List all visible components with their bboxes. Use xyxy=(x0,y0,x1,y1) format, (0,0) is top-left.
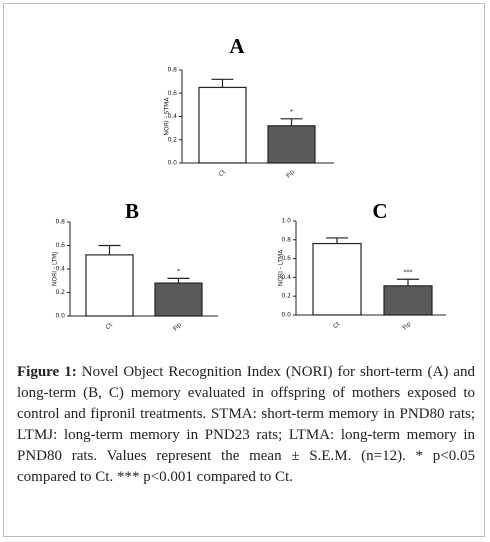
x-tick-label: Fip xyxy=(172,321,183,332)
bar xyxy=(267,125,316,164)
x-tick-label: Ct xyxy=(332,320,342,330)
panel-title: B xyxy=(125,199,139,223)
bar xyxy=(154,282,203,317)
y-tick-label: 0.0 xyxy=(281,312,291,319)
caption-text: Novel Object Recognition Index (NORI) fo… xyxy=(17,364,475,485)
significance-label: *** xyxy=(404,269,413,276)
y-tick-label: 0.2 xyxy=(167,136,177,143)
figure-caption: Figure 1: Novel Object Recognition Index… xyxy=(17,362,475,488)
y-tick-label: 0.0 xyxy=(167,160,177,167)
x-tick-label: Ct xyxy=(104,321,114,331)
y-tick-label: 0.2 xyxy=(55,289,65,296)
x-tick-label: Ct xyxy=(217,168,227,178)
caption-label: Figure 1: xyxy=(17,364,77,380)
panel-title: A xyxy=(229,34,245,58)
y-tick-label: 0.6 xyxy=(281,255,291,262)
y-tick-label: 0.4 xyxy=(167,113,177,120)
y-tick-label: 0.6 xyxy=(55,242,65,249)
y-axis-label: NORI - STMA xyxy=(164,97,171,136)
figure-frame xyxy=(3,3,485,537)
charts: A NORI - STMA 0.0 0.2 0.4 0.6 0.8 Ct * Fip B NORI -… xyxy=(52,34,446,332)
x-tick-label: Fip xyxy=(402,320,413,331)
y-tick-label: 0.4 xyxy=(281,274,291,281)
significance-label: * xyxy=(177,268,180,275)
x-tick-label: Fip xyxy=(285,168,296,179)
y-tick-label: 0.4 xyxy=(55,266,65,273)
y-tick-label: 0.2 xyxy=(281,293,291,300)
y-tick-label: 0.0 xyxy=(55,313,65,320)
y-tick-label: 0.8 xyxy=(281,236,291,243)
y-axis-label: NORI - LTMA xyxy=(278,249,285,286)
y-tick-label: 0.8 xyxy=(55,219,65,226)
bar xyxy=(198,86,247,164)
y-tick-label: 1.0 xyxy=(281,218,291,225)
panel-title: C xyxy=(372,199,387,223)
bar xyxy=(85,254,134,317)
y-tick-label: 0.6 xyxy=(167,90,177,97)
y-axis-label: NORI - LTMJ xyxy=(52,252,59,286)
bar xyxy=(312,242,362,316)
significance-label: * xyxy=(290,108,293,115)
y-tick-label: 0.8 xyxy=(167,67,177,74)
bar xyxy=(383,285,433,316)
